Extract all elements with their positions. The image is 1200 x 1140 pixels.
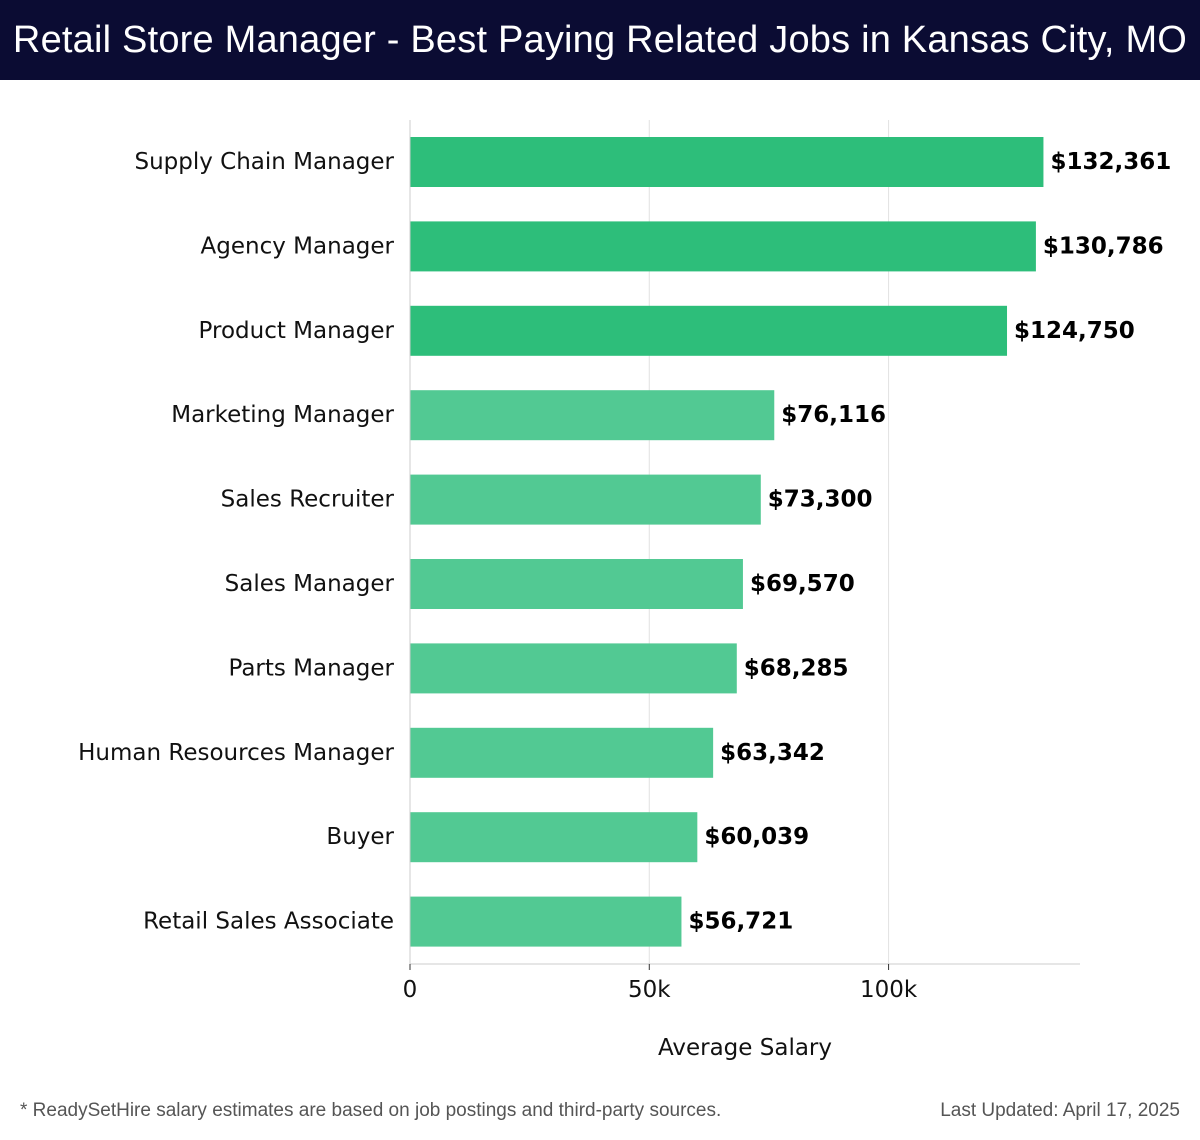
- data-label: $73,300: [768, 487, 873, 513]
- bar: [410, 812, 698, 863]
- last-updated: Last Updated: April 17, 2025: [940, 1100, 1180, 1121]
- bar: [410, 643, 737, 694]
- category-label: Sales Manager: [225, 571, 395, 597]
- bar: [410, 474, 761, 525]
- footer-note: * ReadySetHire salary estimates are base…: [20, 1100, 722, 1121]
- data-label: $68,285: [744, 655, 849, 681]
- data-label: $63,342: [720, 740, 825, 766]
- bar: [410, 727, 714, 778]
- x-axis-title: Average Salary: [658, 1035, 832, 1061]
- category-label: Agency Manager: [201, 233, 395, 259]
- bar: [410, 559, 743, 609]
- category-label: Supply Chain Manager: [134, 149, 394, 175]
- bar: [410, 896, 682, 947]
- data-label: $60,039: [704, 824, 809, 850]
- data-label: $56,721: [688, 909, 793, 935]
- category-label: Sales Recruiter: [221, 487, 395, 513]
- bar: [410, 221, 1036, 272]
- chart-header: Retail Store Manager - Best Paying Relat…: [0, 0, 1200, 80]
- bar: [410, 137, 1044, 187]
- bar: [410, 390, 775, 441]
- data-label: $132,361: [1050, 149, 1171, 175]
- data-label: $130,786: [1043, 233, 1164, 259]
- x-tick-label: 100k: [860, 977, 918, 1003]
- category-label: Buyer: [326, 824, 394, 850]
- data-label: $124,750: [1014, 318, 1135, 344]
- data-label: $76,116: [781, 402, 886, 428]
- category-label: Retail Sales Associate: [143, 909, 394, 935]
- category-label: Product Manager: [199, 318, 395, 344]
- page-title: Retail Store Manager - Best Paying Relat…: [12, 18, 1188, 61]
- bar: [410, 305, 1008, 356]
- category-label: Parts Manager: [228, 655, 394, 681]
- x-tick-label: 0: [403, 977, 418, 1003]
- salary-bar-chart: Supply Chain Manager $132,361 Agency Manag…: [78, 120, 1171, 1061]
- category-label: Human Resources Manager: [78, 740, 394, 766]
- x-tick-label: 50k: [628, 977, 671, 1003]
- data-label: $69,570: [750, 571, 855, 597]
- category-label: Marketing Manager: [171, 402, 394, 428]
